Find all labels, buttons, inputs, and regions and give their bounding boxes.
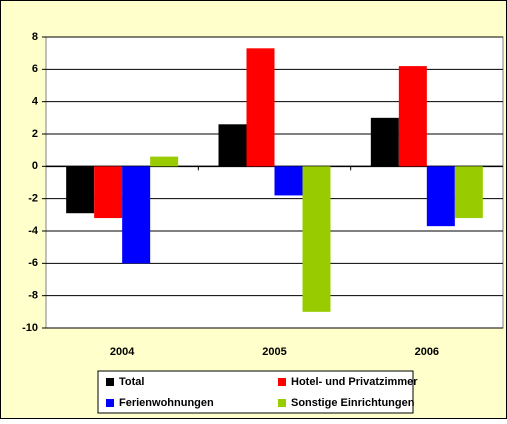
legend-box [97,370,414,414]
legend-label: Total [119,376,144,388]
bar [122,166,151,264]
y-tick-label: 2 [32,128,38,140]
y-tick-label: -4 [28,225,39,237]
x-tick-label: 2005 [262,346,286,358]
y-tick-label: -2 [28,193,38,205]
bar [454,166,483,219]
y-tick-label: -10 [22,322,38,334]
legend-swatch [106,399,114,407]
x-tick-label: 2006 [415,346,439,358]
bar [370,117,399,167]
legend-swatch [106,378,114,386]
y-tick-label: 6 [32,63,38,75]
legend-swatch [278,378,286,386]
y-tick-label: 4 [32,96,39,108]
bar [398,66,427,167]
y-tick-label: -8 [28,290,38,302]
legend-label: Sonstige Einrichtungen [291,397,415,409]
y-tick-label: -6 [28,257,38,269]
bar [218,124,247,167]
y-tick-label: 0 [32,160,38,172]
bar [246,48,275,167]
bar [274,166,303,196]
legend-label: Hotel- und Privatzimmer [291,376,418,388]
bar [66,166,95,214]
bar [426,166,455,227]
bar [94,166,123,219]
bar [302,166,331,312]
x-tick-label: 2004 [110,346,135,358]
y-tick-label: 8 [32,31,38,43]
bar [150,156,179,167]
legend-swatch [278,399,286,407]
legend-label: Ferienwohnungen [119,397,214,409]
